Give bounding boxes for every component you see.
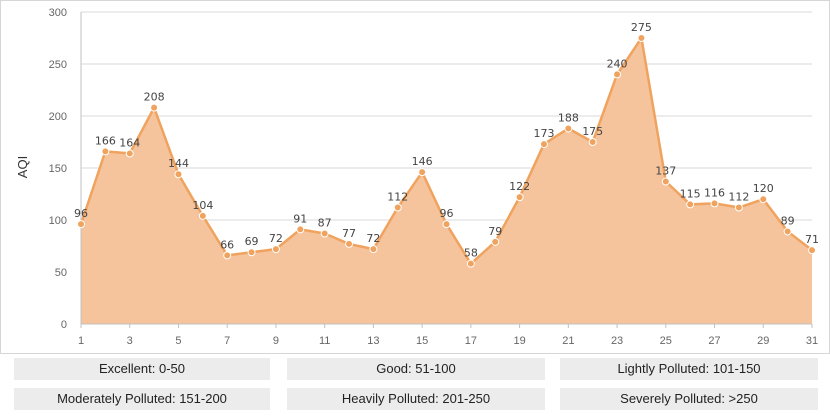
data-point — [150, 103, 159, 112]
y-tick-label: 150 — [49, 163, 67, 175]
data-point — [125, 149, 134, 158]
data-label: 89 — [781, 214, 795, 227]
data-point — [77, 220, 85, 229]
data-label: 112 — [387, 191, 408, 204]
data-label: 164 — [119, 136, 140, 149]
x-tick-label: 1 — [78, 335, 84, 347]
data-point — [491, 237, 500, 246]
x-tick-label: 7 — [224, 335, 230, 347]
data-point — [466, 259, 475, 268]
y-axis-title: AQI — [15, 156, 30, 178]
x-tick-label: 21 — [562, 335, 574, 347]
x-tick-label: 17 — [465, 335, 477, 347]
data-point — [442, 220, 451, 229]
y-tick-label: 0 — [61, 319, 67, 331]
data-point — [418, 168, 427, 177]
data-point — [174, 170, 183, 179]
data-labels: 96 166 164 208 144 104 66 69 72 91 87 77 72 112 146 96 5… — [74, 21, 819, 268]
data-point — [101, 147, 110, 156]
x-tick-label: 27 — [708, 335, 720, 347]
data-label: 87 — [318, 217, 332, 230]
legend-good: Good: 51-100 — [287, 358, 545, 380]
data-point — [783, 227, 792, 236]
data-label: 115 — [680, 187, 701, 200]
data-point — [369, 245, 378, 254]
data-label: 69 — [245, 235, 259, 248]
data-point — [637, 34, 646, 42]
data-label: 77 — [342, 227, 356, 240]
data-label: 175 — [582, 125, 603, 138]
data-label: 79 — [488, 225, 502, 238]
data-label: 144 — [168, 157, 189, 170]
x-tick-label: 9 — [273, 335, 279, 347]
data-label: 208 — [144, 91, 165, 104]
area-fill — [81, 38, 812, 324]
data-point — [515, 193, 524, 202]
data-label: 72 — [366, 232, 380, 245]
data-point — [320, 229, 329, 238]
data-point — [223, 251, 232, 260]
data-point — [539, 140, 548, 149]
x-tick-label: 5 — [175, 335, 181, 347]
legend-severely-polluted: Severely Polluted: >250 — [560, 388, 818, 410]
x-tick-label: 25 — [660, 335, 672, 347]
x-tick-label: 31 — [806, 335, 818, 347]
legend-heavily-polluted: Heavily Polluted: 201-250 — [287, 388, 545, 410]
legend-moderately-polluted: Moderately Polluted: 151-200 — [14, 388, 270, 410]
data-label: 122 — [509, 180, 530, 193]
data-point — [247, 248, 256, 257]
legend-lightly-polluted: Lightly Polluted: 101-150 — [560, 358, 818, 380]
data-point — [661, 177, 670, 186]
data-point — [564, 124, 573, 133]
legend-excellent: Excellent: 0-50 — [14, 358, 270, 380]
data-label: 137 — [655, 165, 676, 178]
data-label: 58 — [464, 247, 478, 260]
y-tick-label: 200 — [49, 111, 67, 123]
area-series — [79, 36, 813, 324]
y-tick-label: 250 — [49, 59, 67, 71]
data-point — [393, 203, 402, 212]
chart-frame: 0 50 100 150 200 250 300 1 3 5 7 9 11 13 15 17 19 21 23 25 2… — [0, 0, 830, 354]
data-label: 104 — [192, 199, 213, 212]
data-label: 66 — [220, 238, 234, 251]
data-point — [296, 225, 305, 234]
data-point — [345, 239, 354, 248]
data-point — [808, 246, 816, 255]
data-point — [613, 70, 622, 79]
data-point — [710, 199, 719, 208]
data-label: 188 — [558, 111, 579, 124]
x-tick-label: 29 — [757, 335, 769, 347]
y-tick-label: 300 — [49, 7, 67, 19]
data-label: 71 — [805, 233, 819, 246]
aqi-legend: Excellent: 0-50 Good: 51-100 Lightly Pol… — [14, 358, 818, 410]
data-point — [759, 195, 768, 204]
data-label: 96 — [74, 207, 88, 220]
data-label: 116 — [704, 186, 725, 199]
x-tick-label: 23 — [611, 335, 623, 347]
data-label: 166 — [95, 134, 116, 147]
data-label: 91 — [293, 212, 307, 225]
data-point — [271, 245, 280, 254]
data-point — [734, 203, 743, 212]
x-tick-label: 15 — [416, 335, 428, 347]
data-label: 146 — [412, 155, 433, 168]
data-point — [588, 138, 597, 146]
x-tick-label: 19 — [513, 335, 525, 347]
data-label: 275 — [631, 21, 652, 34]
data-point — [198, 211, 207, 220]
x-tick-label: 11 — [319, 335, 330, 347]
data-label: 120 — [753, 182, 774, 195]
x-tick-label: 13 — [367, 335, 379, 347]
y-tick-label: 50 — [55, 267, 67, 279]
data-label: 112 — [728, 191, 749, 204]
data-point — [686, 200, 695, 209]
x-tick-label: 3 — [127, 335, 133, 347]
data-label: 96 — [440, 207, 454, 220]
data-label: 173 — [533, 127, 554, 140]
data-label: 72 — [269, 232, 283, 245]
data-label: 240 — [607, 57, 628, 70]
y-tick-label: 100 — [49, 215, 67, 227]
